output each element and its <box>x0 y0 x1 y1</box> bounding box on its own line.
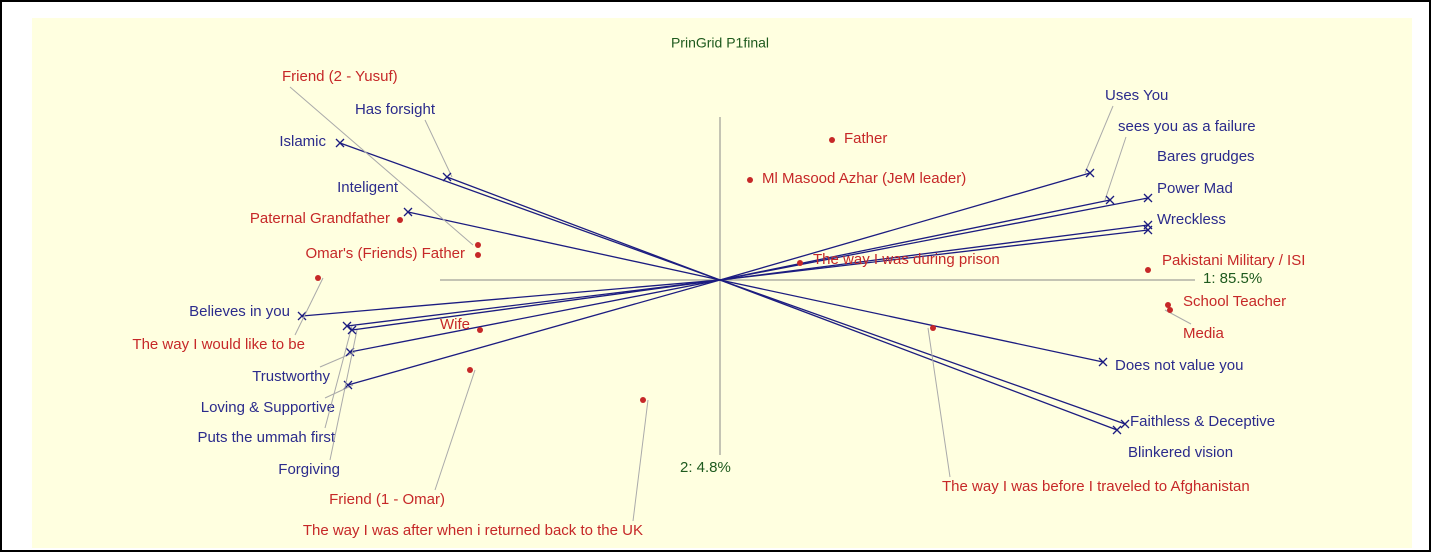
construct-label: Puts the ummah first <box>197 429 335 446</box>
construct-label: sees you as a failure <box>1118 118 1256 135</box>
construct-vector <box>339 142 721 281</box>
axis-2-label: 2: 4.8% <box>680 459 731 476</box>
element-label: The way I was after when i returned back… <box>303 522 643 539</box>
leader-line <box>319 351 356 368</box>
construct-marker <box>1105 195 1115 205</box>
element-dot <box>829 137 835 143</box>
leader-line <box>927 327 951 478</box>
leader-line <box>424 119 453 178</box>
construct-label: Islamic <box>279 133 326 150</box>
construct-vector <box>719 224 1149 281</box>
construct-marker <box>1098 357 1108 367</box>
element-label: The way I would like to be <box>132 336 305 353</box>
element-label: The way I was before I traveled to Afgha… <box>942 478 1250 495</box>
construct-label: Has forsight <box>355 101 436 118</box>
construct-label: Trustworthy <box>252 368 330 385</box>
construct-vector <box>719 279 1118 431</box>
element-label: Paternal Grandfather <box>250 210 390 227</box>
construct-marker <box>335 138 345 148</box>
chart-title: PrinGrid P1final <box>671 35 769 51</box>
construct-vector <box>347 279 721 386</box>
construct-label: Power Mad <box>1157 180 1233 197</box>
construct-vector <box>407 211 721 281</box>
leader-line <box>632 399 649 522</box>
element-label: Omar's (Friends) Father <box>305 245 465 262</box>
construct-marker <box>347 325 357 335</box>
leader-line <box>289 86 474 246</box>
construct-marker <box>342 321 352 331</box>
element-label: Media <box>1183 325 1225 342</box>
construct-marker <box>403 207 413 217</box>
element-dot <box>475 242 481 248</box>
construct-marker <box>442 172 452 182</box>
element-dot <box>477 327 483 333</box>
construct-marker <box>1143 193 1153 203</box>
leader-line <box>324 384 354 399</box>
construct-vector <box>719 197 1149 281</box>
leader-line <box>434 369 476 491</box>
construct-vector <box>351 279 721 331</box>
leader-line <box>294 277 324 336</box>
construct-vector <box>719 229 1149 281</box>
construct-label: Does not value you <box>1115 357 1243 374</box>
element-dot <box>315 275 321 281</box>
element-label: The way I was during prison <box>813 251 1000 268</box>
construct-vector <box>349 279 721 353</box>
element-label: Friend (1 - Omar) <box>329 491 445 508</box>
construct-label: Loving & Supportive <box>201 399 335 416</box>
construct-marker <box>1120 419 1130 429</box>
construct-label: Wreckless <box>1157 211 1226 228</box>
leader-line <box>329 329 358 461</box>
element-label: Father <box>844 130 887 147</box>
leader-line <box>1104 136 1127 201</box>
element-dot <box>747 177 753 183</box>
construct-vector <box>719 279 1104 363</box>
element-dot <box>797 260 803 266</box>
leader-line <box>324 325 353 429</box>
element-label: Pakistani Military / ISI <box>1162 252 1305 269</box>
element-dot <box>397 217 403 223</box>
element-label: Wife <box>440 316 470 333</box>
construct-vector <box>301 279 721 317</box>
construct-label: Blinkered vision <box>1128 444 1233 461</box>
construct-label: Bares grudges <box>1157 148 1255 165</box>
construct-vector <box>719 199 1111 281</box>
construct-marker <box>1085 168 1095 178</box>
plot-area <box>32 18 1412 548</box>
element-dot <box>1145 267 1151 273</box>
construct-vector <box>719 172 1091 281</box>
axis-1-label: 1: 85.5% <box>1203 270 1262 287</box>
element-dot <box>640 397 646 403</box>
element-label: Ml Masood Azhar (JeM leader) <box>762 170 966 187</box>
construct-vector <box>719 279 1126 425</box>
element-dot <box>1167 307 1173 313</box>
leader-line <box>1084 105 1114 174</box>
element-dot <box>467 367 473 373</box>
construct-marker <box>297 311 307 321</box>
element-label: Friend (2 - Yusuf) <box>282 68 398 85</box>
element-dot <box>930 325 936 331</box>
element-dot <box>1165 302 1171 308</box>
element-dot <box>475 252 481 258</box>
construct-label: Faithless & Deceptive <box>1130 413 1275 430</box>
element-label: School Teacher <box>1183 293 1286 310</box>
construct-label: Forgiving <box>278 461 340 478</box>
construct-vector <box>346 279 721 327</box>
construct-marker <box>1143 225 1153 235</box>
construct-label: Believes in you <box>189 303 290 320</box>
construct-label: Uses You <box>1105 87 1168 104</box>
construct-label: Inteligent <box>337 179 399 196</box>
construct-marker <box>1112 425 1122 435</box>
construct-vector <box>446 176 721 281</box>
